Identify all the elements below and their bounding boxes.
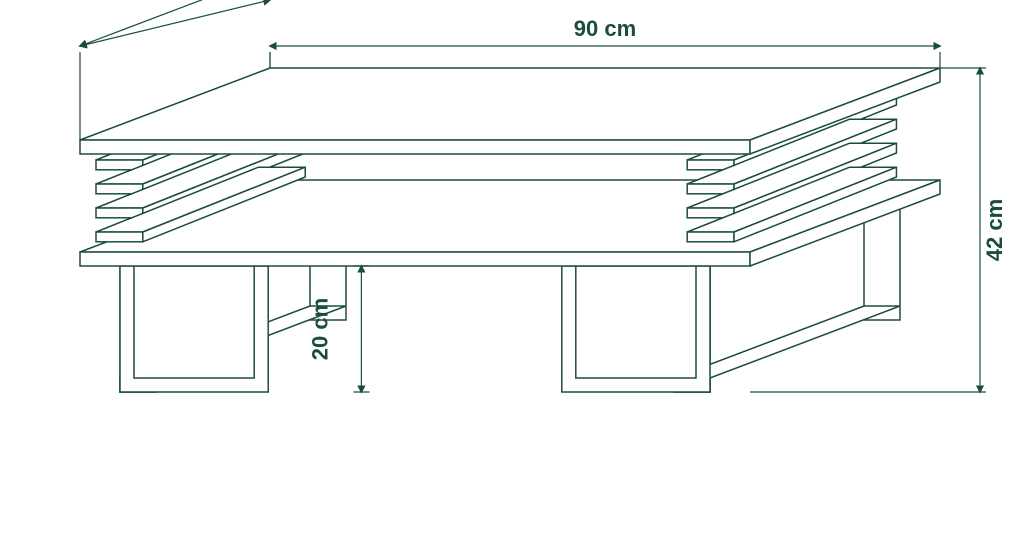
dimension-label: 20 cm — [307, 298, 332, 360]
dimension-label: 42 cm — [982, 199, 1007, 261]
dimension-label: 60 cm — [144, 0, 206, 5]
table-dimension-diagram: 60 cm 90 cm 42 cm 20 cm — [0, 0, 1020, 559]
dimension-label: 90 cm — [574, 16, 636, 41]
